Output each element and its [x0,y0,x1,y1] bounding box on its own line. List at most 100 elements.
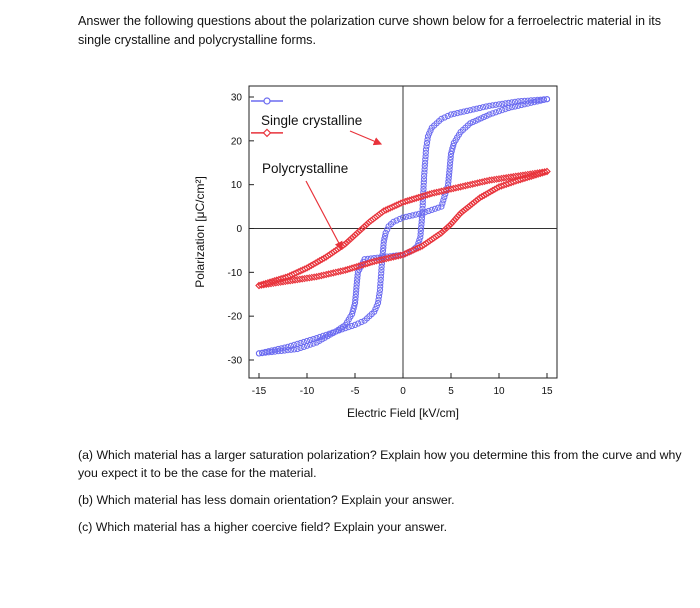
data-point [349,308,356,315]
data-point [473,105,480,112]
data-point [468,200,476,208]
data-point [452,214,460,223]
data-point [419,202,426,209]
x-tick-label: -5 [351,386,360,397]
data-point [354,269,361,276]
data-point [403,197,412,205]
data-point [497,174,506,183]
data-point [313,339,320,346]
data-point [417,193,425,201]
data-point [488,176,496,184]
polycrystalline-label: Polycrystalline [262,161,348,176]
y-tick-label: -10 [228,268,243,279]
data-point [371,308,378,315]
data-point [528,170,537,178]
data-point [297,344,304,351]
data-point [419,205,426,212]
data-point [467,107,474,114]
data-point [422,146,430,153]
y-tick-label: 30 [231,93,243,104]
data-point [455,211,463,219]
data-point [355,320,362,327]
data-point [261,279,270,288]
single-crystalline-label: Single crystalline [261,113,362,128]
data-point [379,247,387,255]
data-point [524,97,531,104]
data-point [257,281,265,289]
data-point [470,198,478,207]
data-point [264,279,272,287]
data-point [420,186,427,193]
data-point [447,185,455,193]
data-point [440,186,448,195]
data-point [376,286,384,293]
data-point [301,265,309,273]
data-point [351,299,359,307]
data-point [442,186,450,194]
data-point [422,159,429,166]
data-point [421,162,428,170]
data-point [425,207,432,215]
data-point [466,180,474,189]
data-point [449,184,458,193]
data-point [405,196,414,204]
data-point [372,305,379,312]
data-point [521,171,530,179]
data-point [456,183,465,191]
data-point [435,188,443,196]
question-b: (b) Which material has less domain orien… [78,493,455,507]
x-tick-label: 15 [541,386,553,397]
data-point [454,183,462,192]
data-point [445,178,452,185]
data-point [352,293,359,300]
data-point [358,318,365,326]
data-point [485,176,494,184]
data-point [412,211,419,218]
polycrystalline-arrow [305,180,343,251]
data-point [374,299,382,307]
data-point [399,214,407,221]
data-point [516,171,525,180]
data-point [437,229,446,237]
data-point [291,346,298,353]
y-tick-label: 20 [231,136,243,147]
data-point [353,284,360,291]
data-point [512,172,520,180]
data-point [431,205,439,212]
data-point [290,270,298,278]
data-point [418,221,425,228]
data-point [381,235,388,242]
data-point [270,277,279,285]
data-point [420,176,428,183]
data-point [475,116,482,123]
data-point [495,175,503,183]
data-point [351,321,359,328]
data-point [476,178,484,187]
data-point [447,154,454,161]
data-point [492,109,499,116]
data-point [446,169,453,176]
data-point [466,201,474,210]
data-point [294,268,303,276]
data-point [445,172,453,179]
legend-marker [262,128,272,138]
data-point [303,264,311,272]
data-point [275,348,282,355]
data-point [460,108,467,115]
data-point [426,130,433,137]
data-point [511,98,519,106]
data-point [435,230,444,238]
data-point [423,139,431,147]
data-point [543,96,551,103]
data-point [439,227,448,235]
data-point [414,193,423,202]
data-point [447,150,455,158]
data-point [478,178,486,186]
data-point [526,170,534,178]
data-point [437,187,446,195]
data-point [377,273,384,280]
data-point [417,227,424,235]
data-point [278,347,285,354]
data-point [421,169,428,176]
data-point [262,349,269,356]
